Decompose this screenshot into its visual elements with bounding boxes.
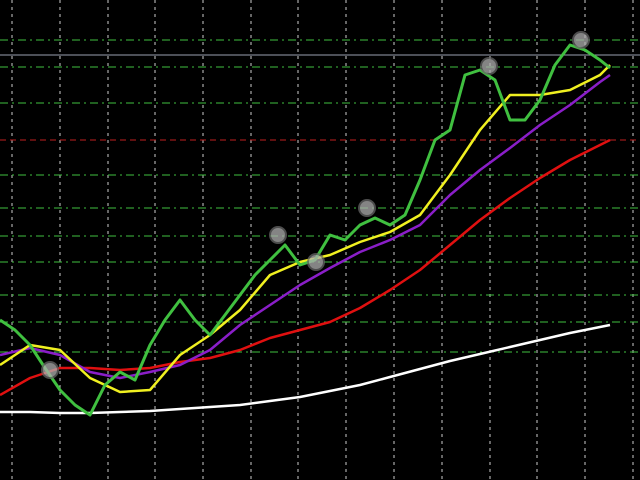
signal-marker xyxy=(572,31,590,49)
signal-marker xyxy=(41,361,59,379)
series-line xyxy=(0,323,611,415)
series-line xyxy=(0,138,611,397)
signal-marker xyxy=(480,57,498,75)
signal-marker xyxy=(307,253,325,271)
signal-marker xyxy=(269,226,287,244)
signal-marker xyxy=(358,199,376,217)
series-line xyxy=(0,73,611,380)
